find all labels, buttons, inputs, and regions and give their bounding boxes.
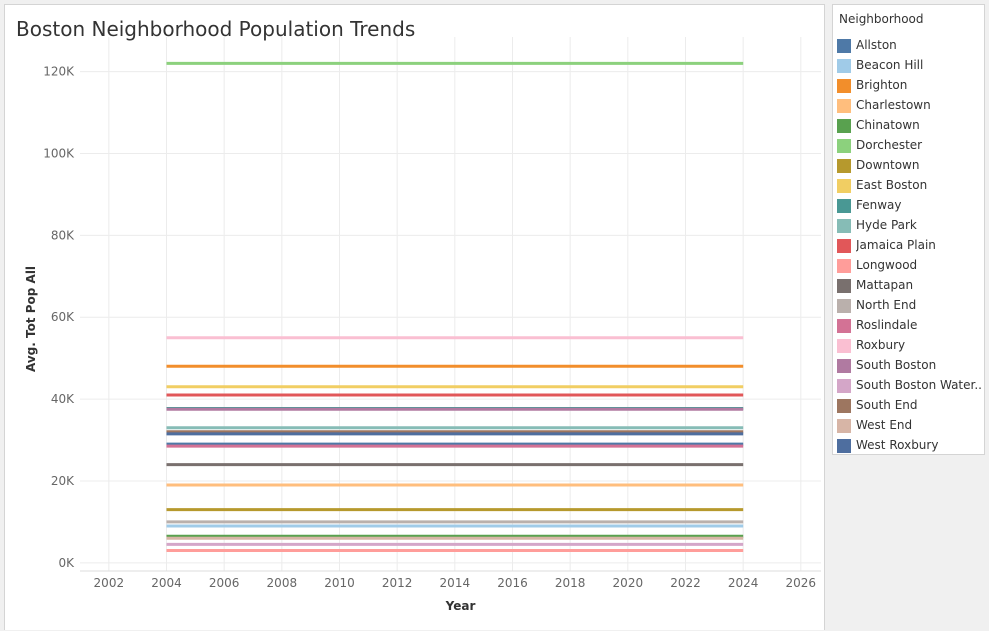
legend-item-west-roxbury[interactable]: West Roxbury [837,437,983,455]
y-axis-title: Avg. Tot Pop All [24,266,38,372]
y-tick-label: 80K [51,228,75,242]
legend-label: West End [856,418,913,432]
legend-item-longwood[interactable]: Longwood [837,257,983,275]
panel-gutter [826,0,832,630]
legend-item-roslindale[interactable]: Roslindale [837,317,983,335]
x-tick-label: 2022 [670,576,701,590]
y-tick-label: 40K [51,392,75,406]
x-tick-label: 2010 [324,576,355,590]
x-tick-label: 2004 [151,576,182,590]
legend-label: South End [856,398,918,412]
legend-swatch [837,339,851,353]
x-tick-label: 2014 [440,576,471,590]
gridlines [80,37,821,572]
legend-label: Dorchester [856,138,923,152]
chart-panel: Boston Neighborhood Population Trends 0K… [4,4,825,630]
y-axis-ticks: 0K 20K 40K 60K 80K 100K 120K [43,65,75,570]
y-tick-label: 120K [43,65,75,79]
legend-label: North End [856,298,917,312]
legend-swatch [837,239,851,253]
legend-swatch [837,119,851,133]
legend-label: Jamaica Plain [856,238,936,252]
legend-item-south-boston-water[interactable]: South Boston Water.. [837,377,983,395]
legend-swatch [837,299,851,313]
x-axis-title: Year [445,599,476,613]
legend-swatch [837,259,851,273]
legend-swatch [837,199,851,213]
x-tick-label: 2024 [728,576,759,590]
legend-label: Fenway [856,198,902,212]
y-tick-label: 0K [58,556,75,570]
y-tick-label: 60K [51,310,75,324]
x-tick-label: 2020 [613,576,644,590]
legend-item-beacon-hill[interactable]: Beacon Hill [837,57,983,75]
legend-item-north-end[interactable]: North End [837,297,983,315]
legend-label: Beacon Hill [856,58,924,72]
legend-label: Charlestown [856,98,931,112]
x-tick-label: 2026 [786,576,817,590]
y-tick-label: 100K [43,146,75,160]
legend-label: Downtown [856,158,920,172]
legend-swatch [837,39,851,53]
legend-label: Hyde Park [856,218,917,232]
legend-item-fenway[interactable]: Fenway [837,197,983,215]
legend-swatch [837,439,851,453]
legend-item-chinatown[interactable]: Chinatown [837,117,983,135]
legend-item-south-end[interactable]: South End [837,397,983,415]
legend-item-charlestown[interactable]: Charlestown [837,97,983,115]
x-tick-label: 2012 [382,576,413,590]
legend-label: Allston [856,38,897,52]
legend-item-west-end[interactable]: West End [837,417,983,435]
legend-label: South Boston [856,358,937,372]
legend-label: Roxbury [856,338,906,352]
legend-label: West Roxbury [856,438,939,452]
legend-item-east-boston[interactable]: East Boston [837,177,983,195]
legend-swatch [837,159,851,173]
legend-swatch [837,359,851,373]
legend-swatch [837,419,851,433]
series-lines [166,61,744,552]
x-tick-label: 2016 [497,576,528,590]
y-tick-label: 20K [51,474,75,488]
legend-item-downtown[interactable]: Downtown [837,157,983,175]
legend-swatch [837,139,851,153]
legend: Neighborhood Allston Beacon Hill Brighton C… [832,4,985,455]
legend-item-allston[interactable]: Allston [837,37,983,55]
legend-swatch [837,399,851,413]
legend-item-roxbury[interactable]: Roxbury [837,337,983,355]
legend-swatch [837,279,851,293]
x-tick-label: 2002 [94,576,125,590]
x-tick-label: 2018 [555,576,586,590]
legend-swatch [837,79,851,93]
legend-label: South Boston Water.. [856,378,982,392]
legend-item-dorchester[interactable]: Dorchester [837,137,983,155]
legend-label: Longwood [856,258,918,272]
x-tick-label: 2008 [267,576,298,590]
legend-swatch [837,59,851,73]
legend-swatch [837,319,851,333]
legend-title: Neighborhood [839,12,924,26]
legend-swatch [837,219,851,233]
legend-label: East Boston [856,178,928,192]
legend-item-jamaica-plain[interactable]: Jamaica Plain [837,237,983,255]
legend-item-hyde-park[interactable]: Hyde Park [837,217,983,235]
legend-swatch [837,379,851,393]
legend-label: Roslindale [856,318,918,332]
legend-label: Mattapan [856,278,914,292]
chart-title: Boston Neighborhood Population Trends [16,17,416,41]
legend-item-south-boston[interactable]: South Boston [837,357,983,375]
x-axis-ticks: 2002 2004 2006 2008 2010 2012 2014 2016 2018 2020… [94,576,817,590]
legend-swatch [837,99,851,113]
legend-label: Chinatown [856,118,920,132]
legend-item-brighton[interactable]: Brighton [837,77,983,95]
x-tick-label: 2006 [209,576,240,590]
legend-swatch [837,179,851,193]
legend-item-mattapan[interactable]: Mattapan [837,277,983,295]
legend-label: Brighton [856,78,908,92]
